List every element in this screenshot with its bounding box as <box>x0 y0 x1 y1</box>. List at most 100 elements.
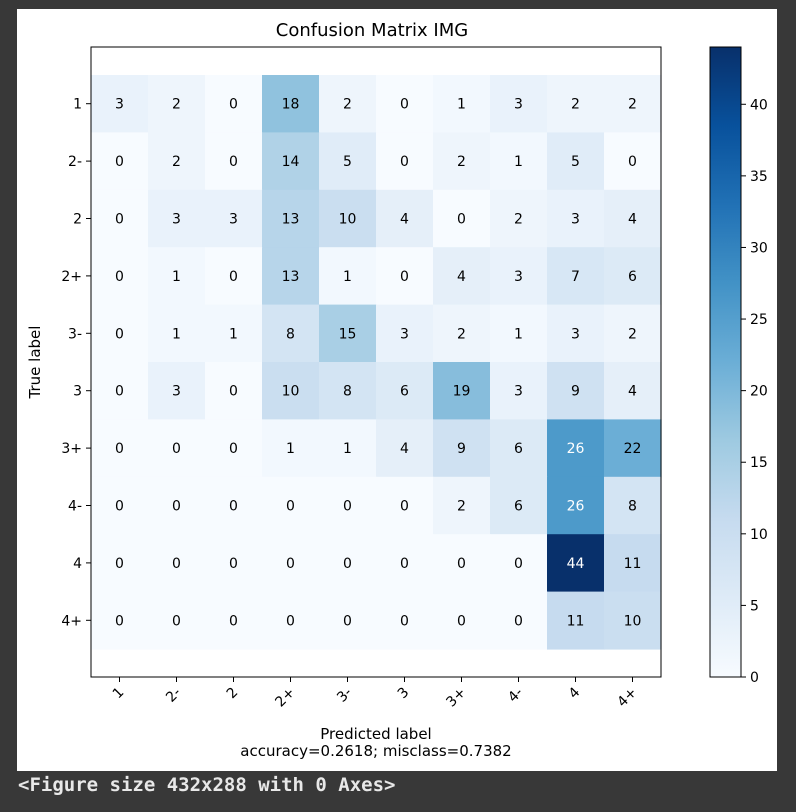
cell-value-label: 3 <box>400 326 409 342</box>
cell-value-label: 10 <box>282 384 300 400</box>
heatmap-cell <box>205 419 263 478</box>
cell-value-label: 13 <box>282 212 300 228</box>
cell-value-label: 26 <box>567 499 585 515</box>
cell-value-label: 0 <box>343 613 352 629</box>
cell-value-label: 0 <box>115 326 124 342</box>
x-tick-label: 2- <box>163 685 184 706</box>
heatmap-cell <box>376 362 434 420</box>
heatmap-cell <box>262 189 320 248</box>
heatmap-cell <box>433 591 491 650</box>
y-tick-label: 1 <box>73 97 82 113</box>
heatmap-cell <box>205 75 263 133</box>
cell-value-label: 0 <box>115 441 124 457</box>
cell-value-label: 0 <box>229 384 238 400</box>
heatmap-cell <box>262 247 320 306</box>
cell-value-label: 3 <box>514 97 523 113</box>
heatmap-cell <box>490 247 548 306</box>
colorbar-tick-label: 20 <box>750 384 768 400</box>
heatmap-cell <box>319 362 377 420</box>
cell-value-label: 7 <box>571 269 580 285</box>
heatmap-cell <box>262 419 320 478</box>
heatmap-cell <box>91 591 149 650</box>
heatmap-cell <box>319 419 377 478</box>
heatmap-cell <box>433 476 491 535</box>
cell-value-label: 1 <box>229 326 238 342</box>
heatmap-cell <box>433 247 491 306</box>
heatmap-cell <box>376 476 434 535</box>
colorbar-tick-label: 0 <box>750 670 759 686</box>
cell-value-label: 44 <box>567 556 585 572</box>
heatmap-cell <box>262 132 320 191</box>
colorbar-tick-label: 40 <box>750 97 768 113</box>
heatmap-cell <box>490 591 548 650</box>
heatmap-cell <box>604 476 662 535</box>
cell-value-label: 1 <box>172 269 181 285</box>
cell-value-label: 13 <box>282 269 300 285</box>
cell-value-label: 3 <box>115 97 124 113</box>
heatmap-cell <box>319 304 377 363</box>
heatmap-cell <box>433 304 491 363</box>
cell-value-label: 8 <box>343 384 352 400</box>
heatmap-cell <box>604 132 662 191</box>
cell-value-label: 1 <box>286 441 295 457</box>
heatmap-cell <box>262 304 320 363</box>
cell-value-label: 1 <box>514 154 523 170</box>
cell-value-label: 4 <box>628 212 637 228</box>
heatmap-cell <box>376 591 434 650</box>
heatmap-cell <box>604 75 662 133</box>
heatmap-cell <box>319 75 377 133</box>
cell-value-label: 0 <box>457 212 466 228</box>
cell-value-label: 0 <box>628 154 637 170</box>
cell-value-label: 0 <box>286 613 295 629</box>
cell-value-label: 0 <box>115 556 124 572</box>
cell-value-label: 11 <box>624 556 642 572</box>
cell-value-label: 0 <box>172 499 181 515</box>
cell-value-label: 0 <box>229 97 238 113</box>
cell-value-label: 0 <box>229 613 238 629</box>
cell-value-label: 3 <box>514 269 523 285</box>
heatmap-cell <box>262 75 320 133</box>
x-tick-label: 4 <box>566 684 584 702</box>
x-axis-label: Predicted label <box>320 725 431 743</box>
accuracy-label: accuracy=0.2618; misclass=0.7382 <box>240 742 511 760</box>
heatmap-cell <box>376 247 434 306</box>
x-tick-label: 4+ <box>614 685 640 711</box>
heatmap-cell <box>547 132 605 191</box>
cell-value-label: 3 <box>571 326 580 342</box>
heatmap-cell <box>91 476 149 535</box>
cell-value-label: 0 <box>400 499 409 515</box>
cell-value-label: 6 <box>514 499 523 515</box>
heatmap-cell <box>148 362 206 420</box>
colorbar-tick-label: 25 <box>750 312 768 328</box>
heatmap-cell <box>91 419 149 478</box>
cell-value-label: 0 <box>400 613 409 629</box>
heatmap-cell <box>490 132 548 191</box>
heatmap-cell <box>547 362 605 420</box>
heatmap-cell <box>262 476 320 535</box>
cell-value-label: 3 <box>172 212 181 228</box>
heatmap-cell <box>490 534 548 593</box>
heatmap-cell <box>91 362 149 420</box>
cell-value-label: 18 <box>282 97 300 113</box>
cell-value-label: 0 <box>400 97 409 113</box>
cell-value-label: 0 <box>286 556 295 572</box>
heatmap-cell <box>148 476 206 535</box>
cell-value-label: 0 <box>229 441 238 457</box>
heatmap-cell <box>148 304 206 363</box>
heatmap-cell <box>376 189 434 248</box>
cell-value-label: 0 <box>229 556 238 572</box>
cell-value-label: 10 <box>624 613 642 629</box>
cell-value-label: 6 <box>628 269 637 285</box>
heatmap-cell <box>205 362 263 420</box>
heatmap-cell <box>148 591 206 650</box>
heatmap-cell <box>91 534 149 593</box>
colorbar-tick-label: 5 <box>750 598 759 614</box>
cell-value-label: 0 <box>172 441 181 457</box>
heatmap-cell <box>319 591 377 650</box>
cell-value-label: 9 <box>457 441 466 457</box>
cell-value-label: 26 <box>567 441 585 457</box>
heatmap-cell <box>547 189 605 248</box>
heatmap-cell <box>604 534 662 593</box>
y-tick-label: 2 <box>73 212 82 228</box>
cell-value-label: 0 <box>400 269 409 285</box>
